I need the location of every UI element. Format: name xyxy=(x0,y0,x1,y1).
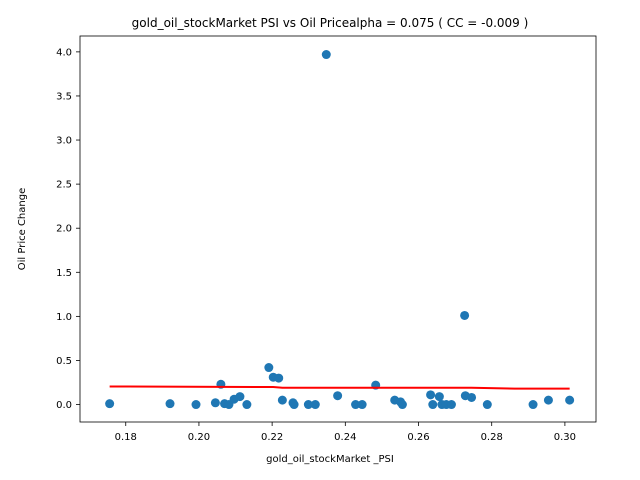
scatter-point-25 xyxy=(397,400,407,410)
x-tick-label: 0.20 xyxy=(188,432,210,443)
scatter-point-31 xyxy=(446,400,456,410)
scatter-point-1 xyxy=(165,399,175,409)
scatter-point-21 xyxy=(357,400,367,410)
scatter-point-18 xyxy=(321,50,331,60)
scatter-point-28 xyxy=(434,392,444,402)
fit-line xyxy=(109,385,570,390)
scatter-point-3 xyxy=(210,398,220,408)
scatter-point-10 xyxy=(264,363,274,373)
scatter-point-2 xyxy=(191,400,201,410)
scatter-point-17 xyxy=(310,400,320,410)
scatter-point-9 xyxy=(242,400,252,410)
scatter-point-32 xyxy=(460,310,470,320)
y-tick-label: 1.5 xyxy=(56,268,72,279)
scatter-point-0 xyxy=(105,399,115,409)
x-tick-label: 0.22 xyxy=(261,432,283,443)
scatter-point-12 xyxy=(274,373,284,383)
y-axis-label: Oil Price Change xyxy=(17,188,28,270)
y-tick-label: 0.5 xyxy=(56,356,72,367)
plot-frame xyxy=(79,35,597,423)
x-tick-label: 0.28 xyxy=(481,432,503,443)
x-tick-label: 0.30 xyxy=(554,432,576,443)
y-tick-label: 3.5 xyxy=(56,91,72,102)
y-tick-label: 2.0 xyxy=(56,224,72,235)
chart-title: gold_oil_stockMarket PSI vs Oil Pricealp… xyxy=(132,16,529,30)
scatter-point-19 xyxy=(333,391,343,401)
y-tick-label: 2.5 xyxy=(56,180,72,191)
x-tick-label: 0.24 xyxy=(334,432,356,443)
x-axis-label: gold_oil_stockMarket _PSI xyxy=(266,454,394,465)
scatter-point-38 xyxy=(565,395,575,405)
x-tick-label: 0.18 xyxy=(115,432,137,443)
scatter-point-35 xyxy=(482,400,492,410)
y-tick-label: 4.0 xyxy=(56,47,72,58)
scatter-point-34 xyxy=(467,392,477,402)
scatter-point-27 xyxy=(428,400,438,410)
scatter-points xyxy=(105,50,575,410)
scatter-point-8 xyxy=(235,392,245,402)
scatter-point-36 xyxy=(528,400,538,410)
fit-line-group xyxy=(109,385,570,390)
scatter-point-37 xyxy=(543,395,553,405)
y-tick-label: 3.0 xyxy=(56,136,72,147)
scatter-point-20 xyxy=(351,400,361,410)
scatter-point-15 xyxy=(289,400,299,410)
y-axis: 0.0 0.5 1.0 1.5 2.0 2.5 3.0 3.5 4.0 xyxy=(56,47,80,411)
y-tick-label: 0.0 xyxy=(56,400,72,411)
scatter-point-13 xyxy=(277,395,287,405)
y-tick-label: 1.0 xyxy=(56,312,72,323)
x-tick-label: 0.26 xyxy=(407,432,429,443)
x-axis: 0.18 0.20 0.22 0.24 0.26 0.28 0.30 xyxy=(115,422,576,443)
scatter-point-26 xyxy=(426,390,436,400)
scatter-point-16 xyxy=(303,400,313,410)
